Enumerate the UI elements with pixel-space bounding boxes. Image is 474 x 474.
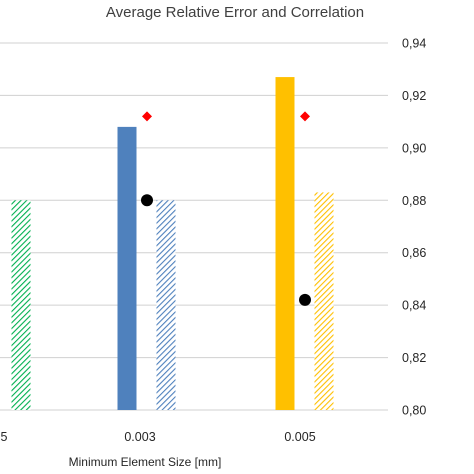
marker-diamond [300, 111, 310, 122]
y-tick-label: 0,82 [402, 351, 426, 365]
x-category-label: 0.003 [124, 430, 155, 444]
y-axis-ticks: 0,94 0,92 0,90 0,88 0,86 0,84 0,82 0,80 [402, 37, 426, 418]
bar-hatched [156, 200, 176, 410]
y-tick-label: 0,90 [402, 141, 426, 155]
y-tick-label: 0,86 [402, 246, 426, 260]
x-category-label: 5 [1, 430, 8, 444]
y-tick-label: 0,94 [402, 37, 426, 51]
chart-title: Average Relative Error and Correlation [106, 4, 364, 21]
bar-hatched [314, 192, 334, 410]
bar-solid [117, 126, 137, 410]
y-tick-label: 0,88 [402, 194, 426, 208]
y-tick-label: 0,92 [402, 89, 426, 103]
y-tick-label: 0,84 [402, 299, 426, 313]
marker-circle [299, 293, 311, 306]
y-tick-label: 0,80 [402, 404, 426, 418]
gridlines [0, 42, 388, 411]
markers [141, 111, 311, 306]
x-axis-label: Minimum Element Size [mm] [69, 455, 222, 469]
x-category-label: 0.005 [284, 430, 315, 444]
bars [11, 77, 334, 410]
x-axis-categories: 5 0.003 0.005 [1, 430, 316, 444]
bar-hatched [11, 200, 31, 410]
marker-circle [141, 194, 153, 207]
marker-diamond [142, 111, 152, 122]
bar-solid [275, 77, 295, 410]
